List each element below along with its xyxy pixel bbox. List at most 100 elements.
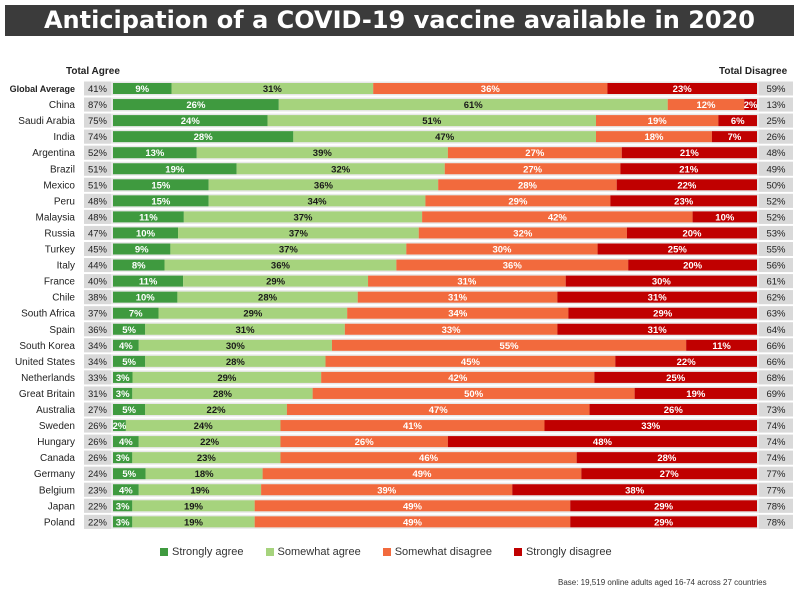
data-label-somewhat-agree: 29%: [266, 277, 286, 288]
data-label-strongly-agree: 28%: [194, 132, 214, 143]
data-label-strongly-agree: 26%: [186, 100, 206, 111]
total-disagree-cell: [759, 322, 793, 337]
total-disagree-value: 52%: [766, 212, 786, 223]
bar-segment-strongly-agree: [113, 468, 146, 480]
bar-segment-strongly-disagree: [628, 259, 757, 271]
total-agree-cell: [84, 370, 111, 385]
total-disagree-value: 74%: [766, 453, 786, 464]
bar-segment-strongly-disagree: [447, 436, 757, 448]
total-agree-cell: [84, 225, 111, 240]
bar-segment-somewhat-agree: [138, 436, 281, 448]
total-agree-value: 44%: [88, 261, 108, 272]
total-disagree-cell: [759, 274, 793, 289]
data-label-strongly-agree: 10%: [136, 293, 156, 304]
bar-segment-somewhat-agree: [177, 291, 358, 303]
category-label: Argentina: [32, 148, 75, 159]
chart-row: Saudi Arabia 75% 24% 51% 19% 6% 25%: [18, 113, 793, 128]
bar-segment-strongly-agree: [113, 339, 139, 351]
data-label-somewhat-agree: 30%: [226, 341, 246, 352]
data-label-strongly-agree: 3%: [116, 389, 130, 400]
bar-segment-somewhat-agree: [183, 275, 369, 287]
bar-segment-strongly-agree: [113, 387, 133, 399]
bar-segment-strongly-disagree: [568, 307, 757, 319]
data-label-somewhat-agree: 39%: [313, 148, 333, 159]
data-label-strongly-disagree: 27%: [660, 469, 680, 480]
data-label-strongly-disagree: 11%: [712, 341, 731, 352]
data-label-somewhat-agree: 34%: [308, 196, 328, 207]
bar-segment-strongly-agree: [113, 436, 139, 448]
total-disagree-value: 64%: [766, 325, 786, 336]
data-label-somewhat-agree: 36%: [271, 261, 291, 272]
bar-segment-somewhat-disagree: [280, 436, 448, 448]
total-agree-value: 31%: [88, 389, 108, 400]
total-agree-value: 75%: [88, 116, 108, 127]
bar-segment-somewhat-disagree: [373, 83, 608, 94]
bar-segment-strongly-disagree: [610, 195, 757, 207]
category-label: Poland: [44, 517, 75, 528]
category-label: Turkey: [45, 245, 75, 256]
bar-segment-somewhat-agree: [145, 323, 345, 335]
bar-segment-strongly-disagree: [589, 404, 757, 415]
bar-segment-somewhat-agree: [278, 99, 668, 111]
bar-segment-strongly-agree: [113, 516, 133, 528]
data-label-somewhat-disagree: 36%: [503, 261, 523, 272]
total-agree-cell: [84, 386, 111, 401]
bar-segment-somewhat-agree: [125, 420, 281, 432]
chart-row: Belgium 23% 4% 19% 39% 38% 77%: [39, 482, 793, 497]
data-label-somewhat-agree: 36%: [314, 180, 334, 191]
data-label-strongly-disagree: 19%: [686, 389, 706, 400]
bar-segment-somewhat-disagree: [418, 227, 627, 239]
bar-segment-somewhat-agree: [178, 227, 419, 239]
data-label-strongly-disagree: 20%: [683, 261, 703, 272]
bar-segment-somewhat-disagree: [262, 468, 582, 480]
category-label: Netherlands: [21, 373, 75, 384]
data-label-somewhat-disagree: 34%: [448, 309, 468, 320]
data-label-strongly-disagree: 28%: [657, 453, 677, 464]
bar-segment-somewhat-agree: [196, 147, 448, 159]
chart-row: Global Average 41% 9% 31% 36% 23% 59%: [10, 81, 793, 96]
total-agree-header: Total Agree: [66, 66, 120, 77]
total-agree-cell: [84, 322, 111, 337]
category-label: France: [44, 277, 76, 288]
bar-segment-strongly-disagree: [565, 275, 757, 287]
data-label-somewhat-disagree: 12%: [696, 100, 716, 111]
data-label-strongly-agree: 3%: [116, 517, 130, 528]
bar-segment-strongly-agree: [113, 163, 237, 175]
data-label-somewhat-agree: 31%: [236, 325, 256, 336]
legend-label-strongly-agree: Strongly agree: [172, 546, 244, 558]
bar-segment-somewhat-disagree: [347, 307, 569, 319]
data-label-somewhat-agree: 37%: [289, 228, 309, 239]
bar-segment-strongly-disagree: [570, 516, 757, 528]
data-label-strongly-agree: 15%: [151, 196, 171, 207]
data-label-strongly-agree: 10%: [136, 228, 156, 239]
bar-segment-strongly-disagree: [557, 291, 757, 303]
data-label-somewhat-agree: 51%: [422, 116, 442, 127]
chart-row: China 87% 26% 61% 12% 2% 13%: [49, 97, 793, 112]
total-disagree-cell: [759, 514, 793, 529]
total-disagree-value: 78%: [766, 501, 786, 512]
data-label-strongly-disagree: 10%: [715, 212, 735, 223]
total-disagree-value: 62%: [766, 293, 786, 304]
chart-row: United States 34% 5% 28% 45% 22% 66%: [15, 354, 793, 369]
data-label-strongly-agree: 24%: [181, 116, 201, 127]
data-label-somewhat-disagree: 27%: [525, 148, 545, 159]
bar-segment-somewhat-disagree: [406, 243, 598, 255]
total-agree-value: 33%: [88, 373, 108, 384]
chart-row: Russia 47% 10% 37% 32% 20% 53%: [44, 225, 793, 240]
total-agree-value: 37%: [88, 309, 108, 320]
data-label-somewhat-agree: 29%: [243, 309, 263, 320]
category-label: Peru: [54, 196, 75, 207]
total-agree-value: 74%: [88, 132, 108, 143]
total-disagree-cell: [759, 354, 793, 369]
data-label-strongly-agree: 5%: [122, 405, 136, 416]
data-label-strongly-agree: 4%: [119, 341, 133, 352]
bar-segment-somewhat-agree: [132, 516, 255, 528]
data-label-strongly-agree: 5%: [122, 357, 136, 368]
total-disagree-cell: [759, 81, 793, 96]
total-agree-value: 48%: [88, 212, 108, 223]
data-label-strongly-disagree: 29%: [653, 309, 673, 320]
total-agree-value: 26%: [88, 437, 108, 448]
data-label-somewhat-disagree: 29%: [508, 196, 528, 207]
chart-row: South Korea 34% 4% 30% 55% 11% 66%: [19, 338, 793, 353]
bar-segment-somewhat-disagree: [438, 179, 617, 191]
